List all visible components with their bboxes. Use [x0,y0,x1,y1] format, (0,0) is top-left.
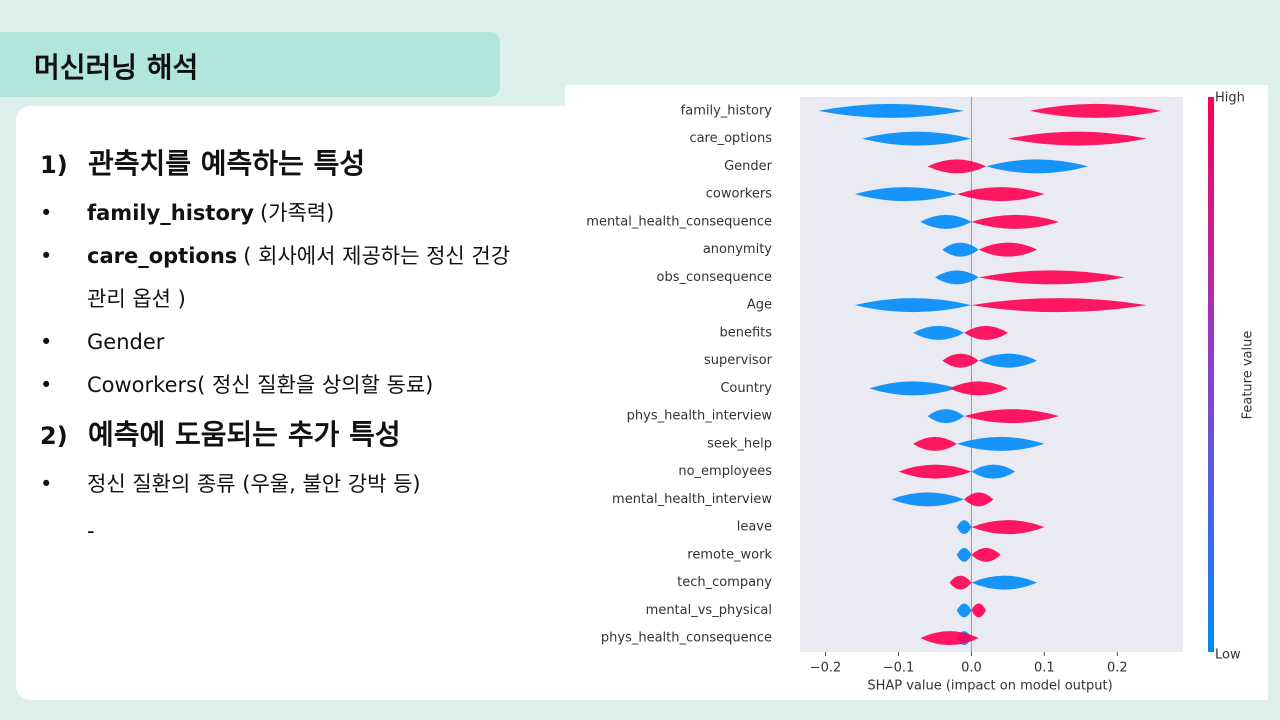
violin-high [913,436,957,451]
violin-low [913,325,965,340]
violin-high [964,492,994,507]
section-number: 1) [40,151,68,179]
violin-low [854,298,972,313]
violin-high [942,353,979,368]
violin-low [862,131,972,146]
violin-low [869,381,957,396]
violin-high [971,547,1001,562]
violin-low [920,214,972,229]
y-tick-label: Age [747,298,772,313]
bullet-text: Gender [87,330,165,354]
y-tick-label: leave [737,520,772,535]
bullet: Coworkers( 정신 질환을 상의할 동료) [40,364,517,407]
violin-low [934,270,979,285]
y-tick-label: obs_consequence [657,270,772,285]
bullet-term: family_history [87,201,254,225]
y-tick-label: supervisor [704,353,773,368]
bullet: 정신 질환의 종류 (우울, 불안 강박 등) [40,463,517,506]
section-heading: 2) 예측에 도움되는 추가 특성 [40,413,560,453]
violin-low [854,187,957,202]
violin-high [927,159,987,174]
section-heading: 1) 관측치를 예측하는 특성 [40,142,560,182]
section-number: 2) [40,422,68,450]
bullet-text: 정신 질환의 종류 (우울, 불안 강박 등) [87,472,421,496]
bullet-term: care_options [87,244,238,268]
violin-low [818,103,965,118]
x-tick-label: −0.2 [810,661,842,676]
title-tab: 머신러닝 해석 [0,32,500,97]
y-tick-label: remote_work [687,547,772,562]
violin-low [956,436,1045,451]
violin-high [964,325,1008,340]
violin-high [971,520,1045,535]
y-tick-label: family_history [681,103,773,118]
colorbar-low: Low [1215,648,1241,663]
y-tick-label: mental_health_consequence [586,214,772,229]
violin-high [971,603,987,618]
y-tick-label: no_employees [678,464,772,479]
violin-high [978,270,1125,285]
colorbar-label: Feature value [1241,331,1256,420]
violin-high [920,631,979,646]
y-tick-label: coworkers [706,187,772,202]
violin-low [956,603,972,618]
violin-low [971,575,1038,590]
bullet-text: ( 회사에서 제공하는 정신 건강 관리 옵션 ) [87,244,511,311]
x-tick-label: 0.2 [1107,661,1128,676]
colorbar [1208,97,1214,652]
violin-low [986,159,1089,174]
section-title: 예측에 도움되는 추가 특성 [88,418,401,451]
bullet: family_history(가족력) [40,192,517,235]
y-tick-label: seek_help [707,436,772,451]
violin-low [891,492,965,507]
violin-high [971,298,1147,313]
violin-low [956,547,972,562]
violin-high [956,187,1045,202]
violin-low [956,520,972,535]
violin-low [927,409,965,424]
y-tick-label: benefits [719,325,772,340]
y-tick-label: phys_health_interview [627,409,773,424]
x-tick-label: 0.1 [1034,661,1055,676]
violin-low [978,353,1038,368]
y-tick-label: Gender [724,159,773,174]
text-block: 1)관측치를 예측하는 특성family_history(가족력)care_op… [40,136,560,556]
colorbar-high: High [1215,91,1245,106]
bullet: care_options( 회사에서 제공하는 정신 건강 관리 옵션 ) [40,235,517,321]
plot-area [800,97,1183,652]
x-tick-label: −0.1 [883,661,915,676]
x-axis-label: SHAP value (impact on model output) [867,679,1112,694]
bullet-text: Coworkers( 정신 질환을 상의할 동료) [87,373,434,397]
y-tick-label: Country [720,381,772,396]
violin-high [978,242,1038,257]
violin-high [1007,131,1147,146]
violin-high [971,214,1059,229]
y-tick-label: mental_vs_physical [646,603,772,618]
violin-low [971,464,1016,479]
violin-high [949,381,1008,396]
bullet: Gender [40,321,517,364]
note: - [87,519,95,543]
y-tick-label: mental_health_interview [612,492,772,507]
violin-high [964,409,1059,424]
y-tick-label: phys_health_consequence [601,631,772,646]
violin-high [949,575,972,590]
violin-high [1029,103,1162,118]
y-tick-label: anonymity [703,242,772,257]
bullet-text: (가족력) [259,201,335,225]
violin-low [942,242,979,257]
violin-high [898,464,972,479]
y-tick-label: tech_company [677,575,772,590]
x-tick-label: 0.0 [961,661,982,676]
y-tick-label: care_options [689,131,772,146]
slide-title: 머신러닝 해석 [34,51,199,84]
section-title: 관측치를 예측하는 특성 [88,147,366,180]
